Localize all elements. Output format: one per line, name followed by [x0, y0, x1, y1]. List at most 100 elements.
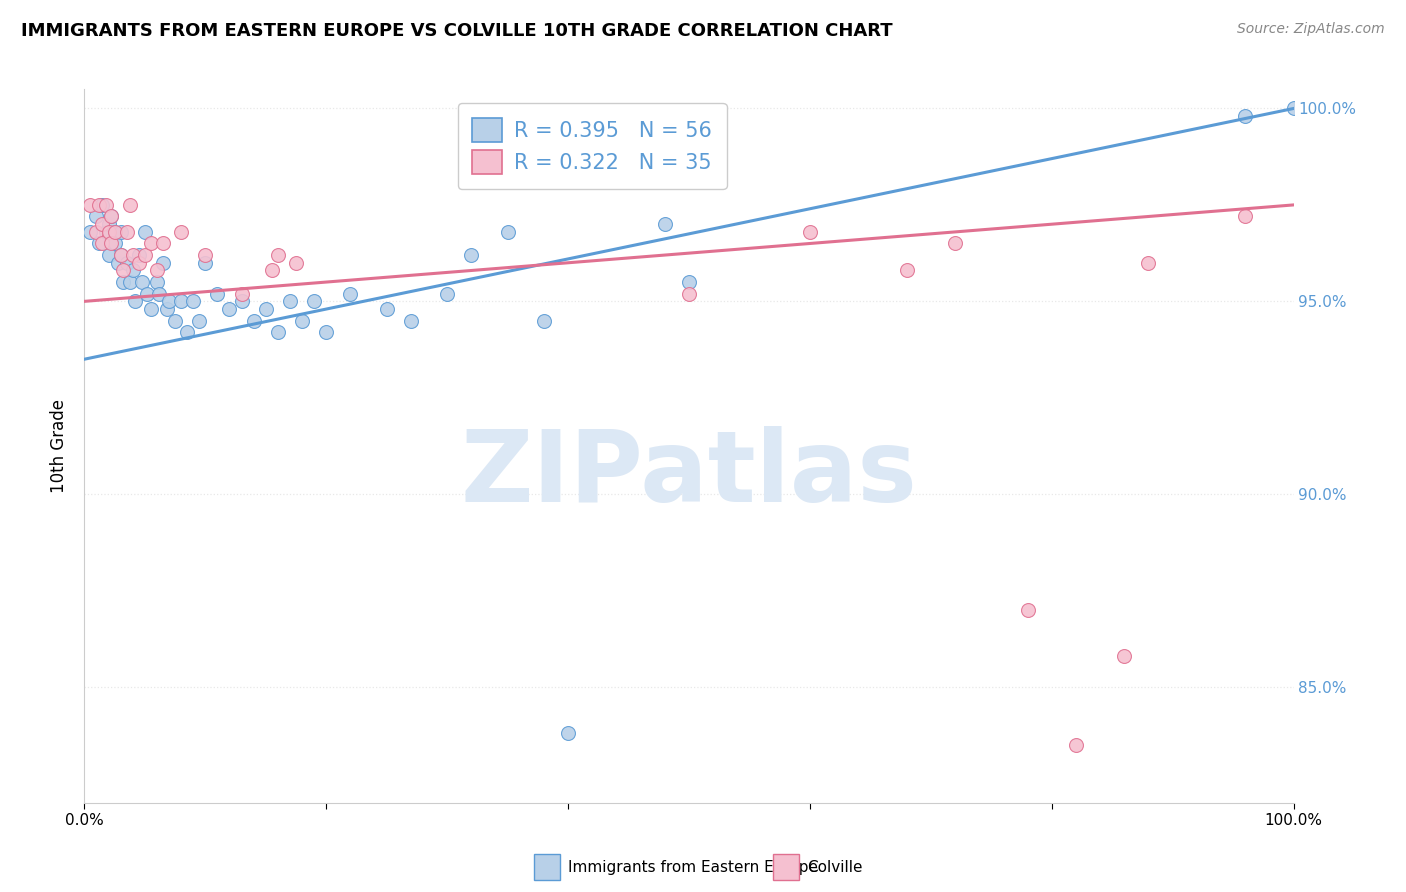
Point	[97, 217, 120, 231]
Point	[170, 225, 193, 239]
Point	[146, 275, 169, 289]
Text: Colville: Colville	[807, 860, 862, 874]
Point	[678, 286, 700, 301]
Point	[399, 313, 422, 327]
Point	[496, 225, 519, 239]
Point	[460, 248, 482, 262]
Point	[97, 248, 120, 262]
Point	[100, 210, 122, 224]
Point	[799, 225, 821, 239]
Point	[100, 210, 122, 224]
Point	[302, 294, 325, 309]
Point	[110, 248, 132, 262]
Text: Immigrants from Eastern Europe: Immigrants from Eastern Europe	[568, 860, 818, 874]
Point	[128, 256, 150, 270]
Point	[124, 294, 146, 309]
Point	[1017, 603, 1039, 617]
Point	[436, 286, 458, 301]
Point	[115, 256, 138, 270]
Point	[188, 313, 211, 327]
Point	[128, 248, 150, 262]
Point	[87, 236, 110, 251]
Point	[260, 263, 283, 277]
Point	[176, 325, 198, 339]
Point	[97, 225, 120, 239]
Point	[207, 286, 229, 301]
Point	[231, 286, 253, 301]
Point	[134, 225, 156, 239]
Point	[194, 256, 217, 270]
Point	[1234, 109, 1257, 123]
Point	[1282, 102, 1305, 116]
Point	[254, 301, 277, 316]
Point	[152, 256, 174, 270]
Point	[79, 198, 101, 212]
Point	[1114, 649, 1136, 664]
Point	[155, 301, 177, 316]
Point	[146, 263, 169, 277]
Point	[87, 198, 110, 212]
Point	[157, 294, 180, 309]
Point	[1137, 256, 1160, 270]
Point	[94, 198, 117, 212]
Point	[115, 225, 138, 239]
Bar	[773, 854, 799, 880]
Point	[136, 286, 159, 301]
Point	[121, 263, 143, 277]
Text: IMMIGRANTS FROM EASTERN EUROPE VS COLVILLE 10TH GRADE CORRELATION CHART: IMMIGRANTS FROM EASTERN EUROPE VS COLVIL…	[21, 22, 893, 40]
Point	[375, 301, 398, 316]
Point	[242, 313, 264, 327]
Point	[194, 248, 217, 262]
Point	[107, 256, 129, 270]
Point	[278, 294, 301, 309]
Point	[91, 217, 114, 231]
Text: Source: ZipAtlas.com: Source: ZipAtlas.com	[1237, 22, 1385, 37]
Point	[110, 225, 132, 239]
Point	[533, 313, 555, 327]
Bar	[534, 854, 560, 880]
Point	[218, 301, 240, 316]
Point	[678, 275, 700, 289]
Point	[104, 225, 127, 239]
Point	[165, 313, 187, 327]
Point	[339, 286, 361, 301]
Point	[1064, 738, 1087, 752]
Point	[170, 294, 193, 309]
Point	[120, 198, 142, 212]
Point	[91, 198, 114, 212]
Point	[267, 325, 290, 339]
Point	[139, 301, 162, 316]
Point	[121, 248, 143, 262]
Point	[291, 313, 314, 327]
Point	[943, 236, 966, 251]
Point	[104, 225, 127, 239]
Point	[285, 256, 308, 270]
Point	[315, 325, 337, 339]
Point	[896, 263, 918, 277]
Point	[86, 225, 108, 239]
Point	[134, 248, 156, 262]
Y-axis label: 10th Grade: 10th Grade	[51, 399, 69, 493]
Point	[112, 263, 135, 277]
Point	[104, 236, 127, 251]
Point	[94, 225, 117, 239]
Point	[557, 726, 579, 740]
Point	[231, 294, 253, 309]
Point	[139, 236, 162, 251]
Point	[79, 225, 101, 239]
Point	[181, 294, 204, 309]
Text: ZIPatlas: ZIPatlas	[461, 426, 917, 523]
Point	[112, 275, 135, 289]
Point	[91, 236, 114, 251]
Point	[148, 286, 170, 301]
Legend: R = 0.395   N = 56, R = 0.322   N = 35: R = 0.395 N = 56, R = 0.322 N = 35	[458, 103, 727, 189]
Point	[100, 236, 122, 251]
Point	[131, 275, 153, 289]
Point	[654, 217, 676, 231]
Point	[86, 210, 108, 224]
Point	[267, 248, 290, 262]
Point	[152, 236, 174, 251]
Point	[1234, 210, 1257, 224]
Point	[120, 275, 142, 289]
Point	[110, 248, 132, 262]
